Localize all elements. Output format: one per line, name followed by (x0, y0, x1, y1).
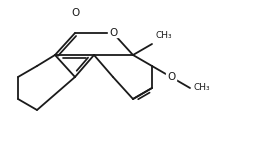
Text: O: O (109, 28, 117, 38)
Text: O: O (71, 8, 79, 18)
Bar (108, 29, 118, 37)
Text: CH₃: CH₃ (193, 84, 210, 93)
Bar (70, 9, 80, 17)
Text: O: O (167, 72, 175, 82)
Bar (166, 73, 176, 81)
Text: CH₃: CH₃ (155, 32, 172, 40)
